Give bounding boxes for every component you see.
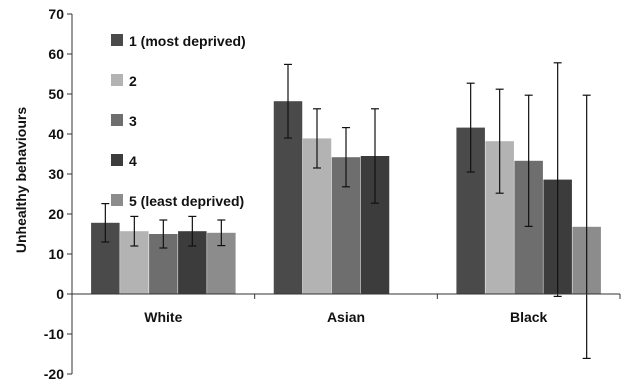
y-tick-label: 70 — [48, 6, 64, 22]
legend-swatch — [111, 194, 123, 206]
y-tick-label: 30 — [48, 166, 64, 182]
y-tick-label: 0 — [56, 286, 64, 302]
category-label: White — [144, 309, 182, 325]
legend-swatch — [111, 114, 123, 126]
category-labels: White Asian Black — [144, 309, 547, 325]
legend-label: 4 — [129, 153, 137, 169]
legend-label: 1 (most deprived) — [129, 33, 246, 49]
legend-label: 3 — [129, 113, 137, 129]
y-tick-label: 40 — [48, 126, 64, 142]
legend-swatch — [111, 74, 123, 86]
y-tick-label: 50 — [48, 86, 64, 102]
legend-swatch — [111, 34, 123, 46]
y-tick-label: 60 — [48, 46, 64, 62]
y-axis-title: Unhealthy behaviours — [13, 107, 29, 253]
y-axis-ticks: -20 -10 0 10 20 30 40 50 60 70 — [44, 6, 72, 382]
legend-label: 5 (least deprived) — [129, 193, 244, 209]
legend: 1 (most deprived) 2 3 4 5 (least deprived) — [111, 33, 246, 209]
y-tick-label: -10 — [44, 326, 64, 342]
legend-swatch — [111, 154, 123, 166]
y-tick-label: 10 — [48, 246, 64, 262]
bar-series — [91, 62, 601, 359]
category-label: Black — [510, 309, 548, 325]
legend-label: 2 — [129, 73, 137, 89]
axes — [71, 14, 621, 374]
y-tick-label: 20 — [48, 206, 64, 222]
category-label: Asian — [327, 309, 365, 325]
y-tick-label: -20 — [44, 366, 64, 382]
